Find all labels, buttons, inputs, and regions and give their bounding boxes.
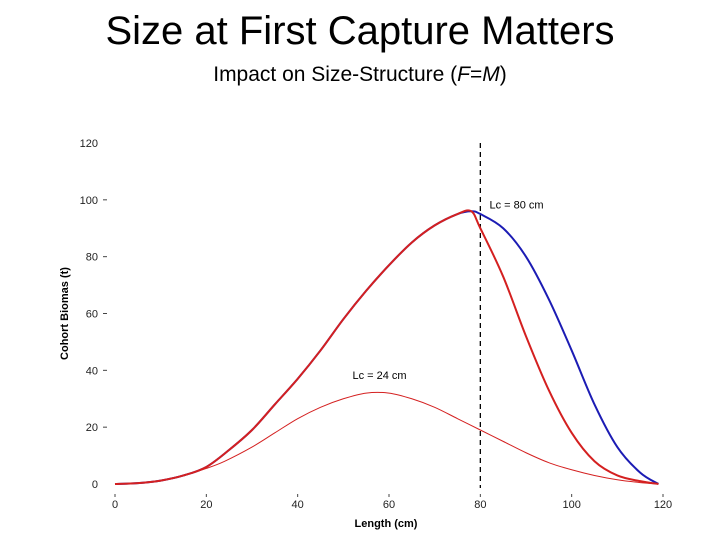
x-tick-label-0: 0 bbox=[112, 499, 118, 511]
y-tick-label-40: 40 bbox=[86, 365, 98, 377]
subtitle-suffix: ) bbox=[499, 63, 507, 86]
x-tick-label-80: 80 bbox=[474, 499, 486, 511]
annotation-2: Lc = 24 cm bbox=[352, 370, 406, 382]
page-title: Size at First Capture Matters bbox=[105, 9, 615, 53]
x-tick-label-60: 60 bbox=[383, 499, 395, 511]
subtitle-f: F bbox=[457, 63, 470, 86]
series-line-3 bbox=[114, 391, 659, 485]
subtitle-prefix: Impact on Size-Structure ( bbox=[213, 63, 458, 86]
series-line-1 bbox=[114, 210, 659, 485]
y-tick-label-20: 20 bbox=[86, 422, 98, 434]
y-tick-label-120: 120 bbox=[80, 138, 98, 150]
x-tick-label-40: 40 bbox=[292, 499, 304, 511]
x-tick-label-120: 120 bbox=[654, 499, 672, 511]
annotation-1: Lc = 80 cm bbox=[489, 199, 543, 211]
y-tick-label-100: 100 bbox=[80, 195, 98, 207]
chart-subtitle: Impact on Size-Structure (F=M) bbox=[0, 62, 720, 87]
x-axis-label: Length (cm) bbox=[355, 518, 418, 530]
y-axis-label: Cohort Biomas (t) bbox=[59, 267, 71, 360]
y-tick-label-0: 0 bbox=[92, 479, 98, 491]
subtitle-m: M bbox=[482, 63, 500, 86]
y-tick-label-60: 60 bbox=[86, 309, 98, 321]
subtitle-eq: = bbox=[469, 63, 483, 86]
x-tick-label-100: 100 bbox=[562, 499, 580, 511]
y-tick-label-80: 80 bbox=[86, 252, 98, 264]
x-tick-label-20: 20 bbox=[200, 499, 212, 511]
series-line-2 bbox=[114, 209, 659, 485]
